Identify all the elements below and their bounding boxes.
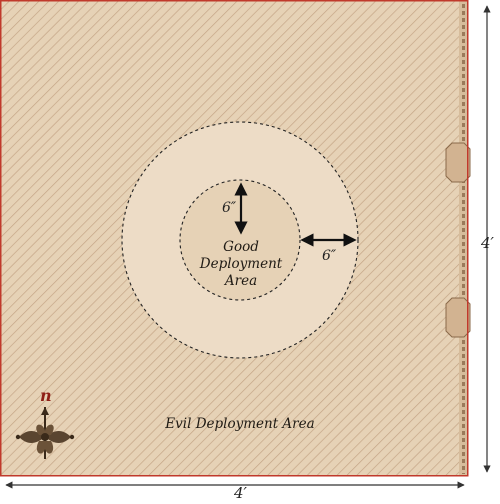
good-label-line-3: Area — [224, 272, 258, 289]
compass-north-letter: n — [40, 386, 52, 405]
ring-outer-boundary — [121, 121, 359, 359]
good-label-line-1: Good — [223, 239, 259, 255]
board-width-label: 4′ — [234, 484, 247, 502]
good-zone-boundary — [179, 179, 301, 301]
objective-marker-south — [445, 297, 471, 338]
objective-marker-north — [445, 142, 471, 183]
evil-deployment-label: Evil Deployment Area — [165, 416, 315, 432]
board-border — [0, 0, 469, 477]
board-height-label: 4′ — [481, 234, 494, 252]
ring-width-label: 6″ — [322, 248, 337, 264]
good-deployment-label: Good Deployment Area — [196, 239, 286, 290]
good-label-line-2: Deployment — [199, 255, 283, 272]
fleur-compass-icon — [15, 407, 75, 459]
inner-radius-label: 6″ — [222, 200, 237, 216]
good-deployment-zone — [180, 180, 300, 300]
